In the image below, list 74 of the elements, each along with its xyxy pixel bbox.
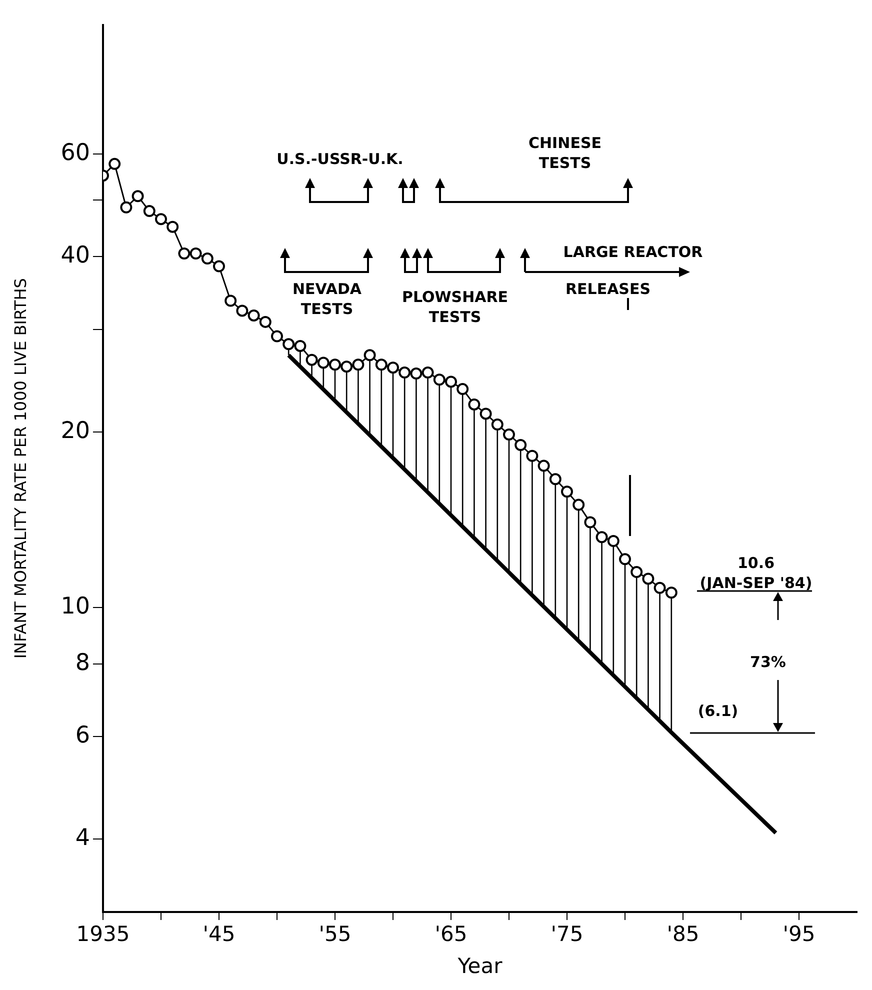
point xyxy=(456,383,469,396)
point xyxy=(572,498,585,511)
y-tick-label: 8 xyxy=(75,650,90,676)
y-tick-label: 20 xyxy=(60,418,90,444)
point xyxy=(306,354,318,366)
annotation: (6.1) xyxy=(698,702,738,720)
point xyxy=(190,247,202,260)
annotation: PLOWSHARE TESTS xyxy=(402,288,508,326)
point xyxy=(294,340,306,352)
point xyxy=(561,486,573,498)
annotation: LARGE REACTOR xyxy=(563,242,704,261)
point xyxy=(549,473,562,486)
point xyxy=(619,553,631,566)
y-tick-label: 6 xyxy=(75,722,90,749)
point xyxy=(433,374,446,386)
point xyxy=(422,366,434,379)
point xyxy=(132,190,144,202)
point xyxy=(248,309,260,322)
point xyxy=(282,338,295,350)
x-tick-label: '85 xyxy=(666,922,700,946)
y-axis-title: INFANT MORTALITY RATE PER 1000 LIVE BIRTHS xyxy=(10,278,30,659)
point xyxy=(665,586,678,599)
point xyxy=(607,535,620,547)
point xyxy=(108,158,121,170)
annotation: CHINESE TESTS xyxy=(528,134,602,172)
x-tick-label: '95 xyxy=(782,922,816,946)
point xyxy=(317,356,330,369)
point xyxy=(480,408,492,420)
point xyxy=(375,358,388,371)
y-tick-label: 10 xyxy=(60,593,90,620)
point xyxy=(584,516,596,528)
point xyxy=(236,304,248,317)
point xyxy=(642,572,654,585)
x-tick-label: 1935 xyxy=(76,922,130,946)
annotation: 10.6 (JAN-SEP '84) xyxy=(700,554,812,592)
point xyxy=(514,438,527,451)
point xyxy=(166,220,179,233)
y-tick-label: 4 xyxy=(75,825,90,852)
point xyxy=(329,358,341,371)
x-tick-label: '65 xyxy=(434,922,468,946)
point xyxy=(445,376,457,388)
point xyxy=(630,566,643,578)
annotation: RELEASES xyxy=(565,280,651,298)
annotation: 73% xyxy=(750,652,786,671)
point xyxy=(155,213,167,226)
point xyxy=(398,366,411,379)
point xyxy=(654,582,666,594)
annotation: NEVADA TESTS xyxy=(292,280,362,318)
point xyxy=(120,201,132,214)
point xyxy=(387,362,399,374)
point xyxy=(224,294,237,307)
point xyxy=(596,531,608,544)
y-tick-label: 60 xyxy=(60,140,90,166)
point xyxy=(213,260,225,272)
point xyxy=(468,398,480,410)
point xyxy=(201,252,214,265)
x-tick-label: '75 xyxy=(550,922,584,946)
point xyxy=(491,418,504,431)
point xyxy=(143,205,156,218)
point xyxy=(538,460,550,472)
point xyxy=(271,330,283,342)
point xyxy=(178,247,190,260)
point xyxy=(340,360,353,373)
point xyxy=(364,349,376,362)
point xyxy=(503,428,515,441)
annotation: U.S.-USSR-U.K. xyxy=(276,150,404,168)
y-tick-label: 40 xyxy=(60,242,90,269)
point xyxy=(410,368,422,380)
x-tick-label: '45 xyxy=(202,922,236,946)
point xyxy=(526,450,538,462)
x-tick-label: '55 xyxy=(318,922,352,946)
point xyxy=(352,358,364,371)
point xyxy=(259,316,272,328)
x-axis-title: Year xyxy=(456,954,503,978)
